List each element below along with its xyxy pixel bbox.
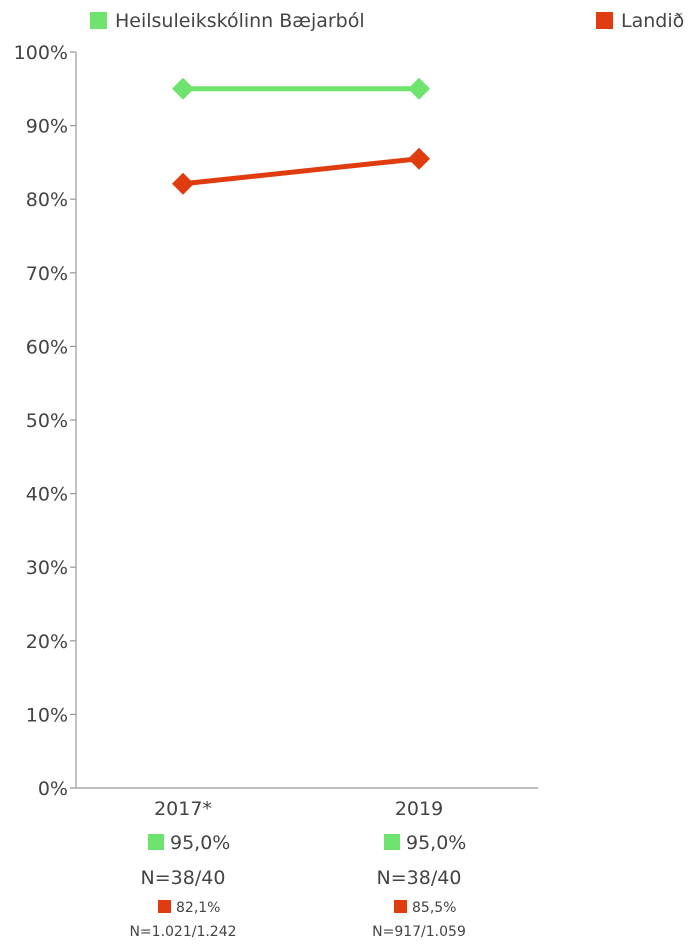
legend-label-series-1: Heilsuleikskólinn Bæjarból: [115, 10, 365, 32]
x-tick-label: 2019: [395, 798, 443, 820]
legend-item-series-2: Landið: [596, 10, 684, 32]
n-label-series-1: N=38/40: [141, 867, 226, 889]
y-tick-label: 20%: [26, 631, 68, 653]
n-label-series-2: N=917/1.059: [372, 924, 466, 940]
series-line-2: [182, 156, 420, 187]
value-swatch-series-2: [394, 900, 407, 913]
data-point-series-1: [172, 77, 194, 100]
value-label-series-2: 82,1%: [176, 900, 220, 916]
n-label-series-2: N=1.021/1.242: [129, 924, 236, 940]
x-tick-label: 2017*: [154, 798, 212, 820]
legend-swatch-series-1: [90, 12, 107, 29]
value-swatch-series-1: [148, 834, 164, 850]
data-point-series-2: [172, 172, 194, 195]
value-label-series-2: 85,5%: [412, 900, 456, 916]
y-tick-label: 40%: [26, 484, 68, 506]
y-tick-label: 80%: [26, 189, 68, 211]
y-tick-label: 30%: [26, 557, 68, 579]
value-swatch-series-2: [158, 900, 171, 913]
y-tick-label: 10%: [26, 704, 68, 726]
data-point-series-2: [408, 147, 430, 170]
value-label-series-1: 95,0%: [170, 832, 230, 854]
legend-label-series-2: Landið: [621, 10, 685, 32]
legend-item-series-1: Heilsuleikskólinn Bæjarból: [90, 10, 365, 32]
value-label-series-1: 95,0%: [406, 832, 466, 854]
legend-swatch-series-2: [596, 12, 613, 29]
n-label-series-1: N=38/40: [377, 867, 462, 889]
data-point-series-1: [408, 77, 430, 100]
y-tick-label: 70%: [26, 263, 68, 285]
y-tick-label: 0%: [38, 778, 68, 800]
y-tick-label: 90%: [26, 116, 68, 138]
y-tick-label: 50%: [26, 410, 68, 432]
value-swatch-series-1: [384, 834, 400, 850]
y-tick-label: 100%: [14, 42, 68, 64]
y-tick-label: 60%: [26, 336, 68, 358]
